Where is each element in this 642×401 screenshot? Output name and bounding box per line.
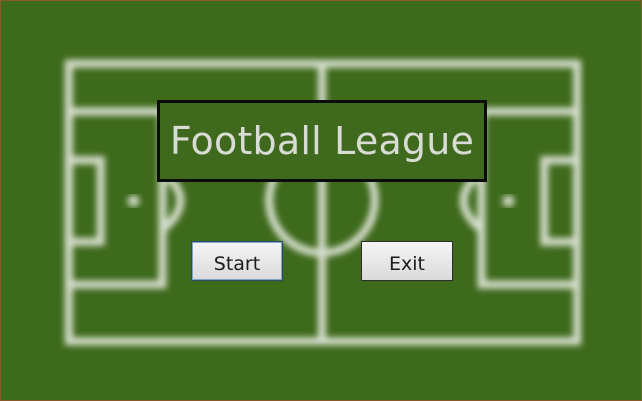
game-title: Football League xyxy=(157,100,487,182)
exit-button[interactable]: Exit xyxy=(361,241,453,281)
start-button[interactable]: Start xyxy=(191,241,283,281)
